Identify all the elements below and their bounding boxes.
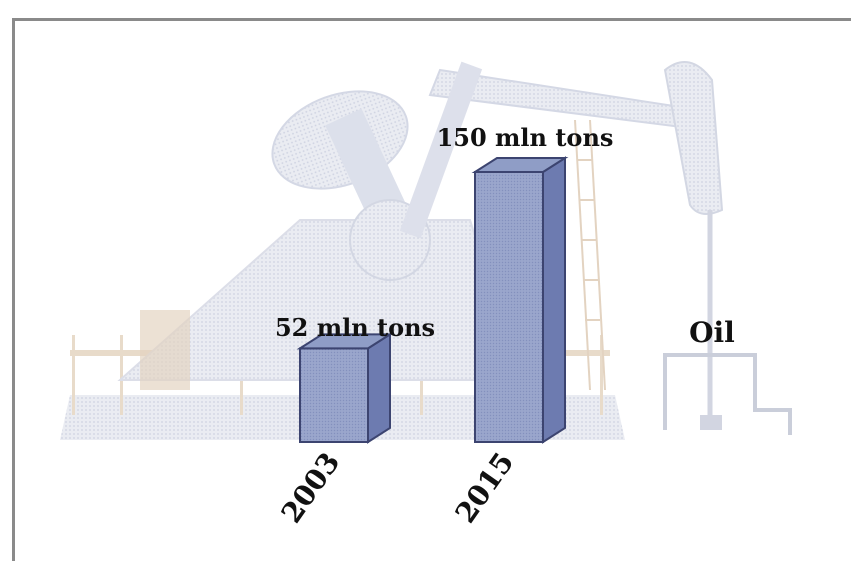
oil-production-chart: 52 mln tons 150 mln tons 2003 2015 Oil bbox=[60, 61, 792, 529]
annotation-oil: Oil bbox=[689, 316, 735, 349]
bars-group bbox=[296, 156, 569, 444]
data-label-2003: 52 mln tons bbox=[275, 313, 435, 342]
bar-front-2003 bbox=[299, 347, 369, 443]
bar-top-2003 bbox=[296, 333, 394, 350]
data-labels-group: 52 mln tons 150 mln tons bbox=[275, 123, 613, 342]
pumpjack-motor bbox=[140, 310, 190, 390]
pumpjack-pitman bbox=[399, 61, 483, 239]
data-label-2015: 150 mln tons bbox=[437, 123, 614, 152]
bar-front-2015 bbox=[474, 171, 544, 443]
pumpjack-illustration bbox=[60, 61, 792, 440]
pumpjack-ladder bbox=[574, 119, 606, 391]
x-tick-label-2003: 2003 bbox=[275, 446, 347, 529]
pumpjack-horsehead bbox=[663, 61, 724, 215]
x-tick-label-2015: 2015 bbox=[449, 446, 521, 529]
bar-2003 bbox=[296, 332, 394, 444]
bar-side-2003 bbox=[367, 332, 391, 444]
bar-top-2015 bbox=[471, 157, 569, 173]
bar-side-2015 bbox=[542, 156, 566, 444]
bar-2015 bbox=[471, 156, 569, 444]
wellhead-flange bbox=[700, 415, 722, 430]
x-tick-labels-group: 2003 2015 bbox=[275, 446, 521, 529]
wellhead-pipe bbox=[663, 353, 792, 435]
